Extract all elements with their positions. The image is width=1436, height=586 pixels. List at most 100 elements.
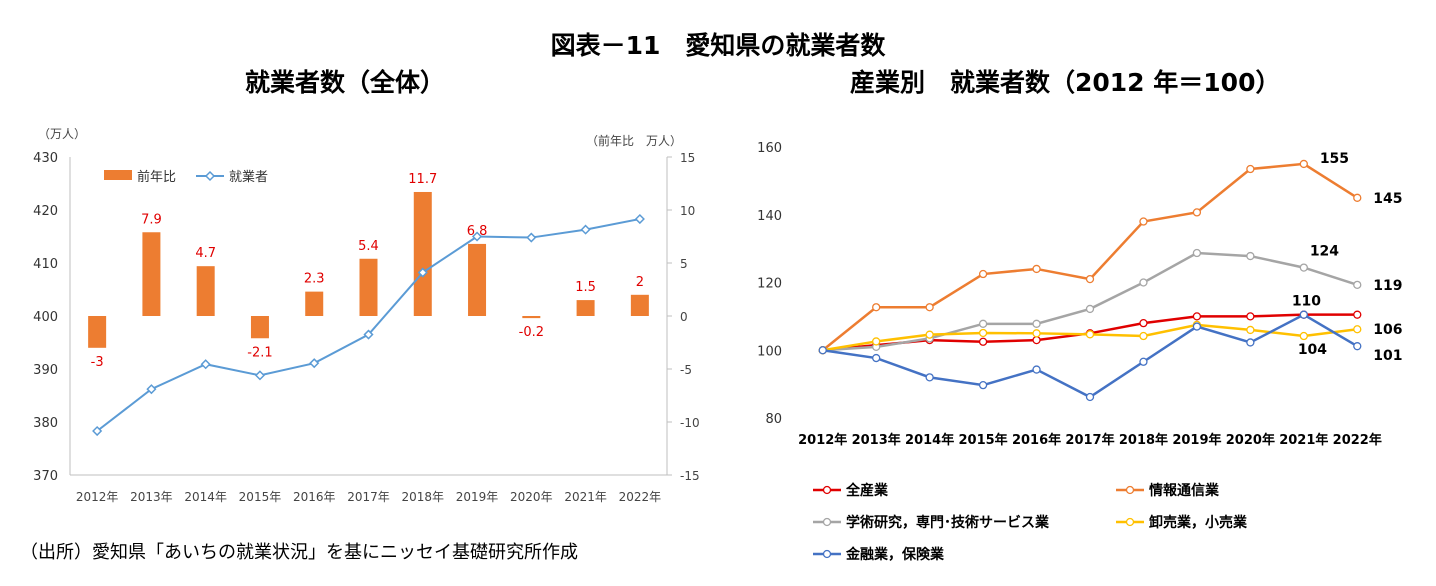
series-point bbox=[1246, 325, 1255, 335]
employment-point bbox=[417, 267, 428, 278]
series-point bbox=[1085, 392, 1095, 402]
series-point bbox=[1192, 322, 1202, 331]
right-tick-label: 15 bbox=[680, 151, 695, 165]
x-tick-label: 2013年 bbox=[852, 432, 901, 448]
legend-label: 全産業 bbox=[845, 482, 889, 499]
bar-data-label: 5.4 bbox=[358, 239, 379, 254]
bar bbox=[196, 266, 215, 316]
series-point bbox=[1139, 318, 1148, 328]
series-point bbox=[978, 319, 988, 328]
employment-point bbox=[200, 359, 211, 370]
end-data-label: 110 bbox=[1292, 294, 1321, 310]
legend-bar-swatch bbox=[104, 170, 132, 180]
right-tick-label: 10 bbox=[680, 204, 695, 218]
x-tick-label: 2022年 bbox=[1333, 432, 1382, 448]
bar bbox=[630, 294, 649, 316]
bar bbox=[142, 232, 161, 316]
bar-data-label: 6.8 bbox=[467, 224, 488, 239]
x-tick-label: 2012年 bbox=[76, 490, 119, 504]
bar-data-label: -2.1 bbox=[247, 345, 272, 360]
series-point bbox=[925, 330, 934, 339]
series-point bbox=[1353, 310, 1362, 319]
employment-point bbox=[471, 231, 483, 242]
series-point bbox=[1299, 159, 1308, 169]
series-point bbox=[1299, 263, 1308, 272]
bar bbox=[359, 258, 378, 316]
y-tick-label: 120 bbox=[757, 277, 782, 292]
x-tick-label: 2022年 bbox=[619, 490, 662, 504]
end-data-label: 101 bbox=[1373, 348, 1402, 364]
x-tick-label: 2021年 bbox=[1279, 432, 1328, 448]
x-tick-label: 2015年 bbox=[239, 490, 282, 504]
bar bbox=[250, 316, 269, 339]
bar-data-label: -3 bbox=[91, 355, 104, 370]
left-tick-label: 390 bbox=[33, 363, 58, 378]
series-line bbox=[821, 162, 1358, 352]
series-point bbox=[1032, 329, 1041, 338]
series-point bbox=[1246, 312, 1255, 321]
employment-point bbox=[146, 384, 157, 395]
left-tick-label: 370 bbox=[33, 469, 58, 484]
bar-data-label: 1.5 bbox=[575, 280, 596, 295]
legend-marker bbox=[822, 485, 832, 495]
right-tick-label: 0 bbox=[680, 310, 688, 324]
legend-marker bbox=[822, 549, 832, 559]
x-tick-label: 2019年 bbox=[1172, 432, 1221, 448]
x-tick-label: 2013年 bbox=[130, 490, 173, 504]
series-point bbox=[1032, 264, 1041, 274]
legend-marker bbox=[822, 517, 832, 527]
employment-point bbox=[309, 358, 320, 369]
series-point bbox=[978, 337, 988, 346]
series-point bbox=[978, 328, 988, 338]
x-tick-label: 2016年 bbox=[1012, 432, 1061, 448]
right-tick-label: 5 bbox=[680, 257, 688, 271]
bar-data-label: 11.7 bbox=[408, 172, 437, 187]
x-tick-label: 2017年 bbox=[347, 490, 390, 504]
left-tick-label: 400 bbox=[33, 310, 58, 325]
left-chart-title: 就業者数（全体） bbox=[245, 68, 446, 97]
legend-bar-label: 前年比 bbox=[137, 169, 176, 185]
x-tick-label: 2015年 bbox=[958, 432, 1007, 448]
series-point bbox=[1085, 330, 1095, 339]
series-point bbox=[1246, 164, 1255, 174]
y-tick-label: 80 bbox=[765, 412, 782, 427]
bar bbox=[522, 316, 541, 319]
left-axis-unit: （万人） bbox=[38, 127, 86, 141]
right-tick-label: -10 bbox=[680, 416, 700, 430]
series-point bbox=[1192, 248, 1202, 258]
employment-point bbox=[634, 213, 645, 225]
x-tick-label: 2016年 bbox=[293, 490, 336, 504]
series-point bbox=[1032, 365, 1041, 374]
x-tick-label: 2014年 bbox=[184, 490, 227, 504]
left-tick-label: 430 bbox=[33, 151, 58, 166]
bar-data-label: 7.9 bbox=[141, 212, 162, 227]
employment-point bbox=[363, 329, 374, 340]
right-tick-label: -15 bbox=[680, 469, 700, 483]
employment-point bbox=[580, 224, 591, 235]
series-point bbox=[1246, 338, 1255, 347]
legend-marker bbox=[1125, 517, 1135, 527]
series-line bbox=[822, 313, 1358, 399]
x-tick-label: 2012年 bbox=[798, 432, 847, 448]
x-tick-label: 2021年 bbox=[564, 490, 607, 504]
bar-data-label: 2 bbox=[636, 275, 644, 290]
x-tick-label: 2017年 bbox=[1065, 432, 1114, 448]
series-point bbox=[1353, 280, 1362, 290]
bar-data-label: 2.3 bbox=[304, 272, 325, 287]
left-tick-label: 380 bbox=[33, 416, 58, 431]
left-tick-label: 420 bbox=[33, 204, 58, 219]
employment-point bbox=[526, 232, 537, 243]
right-chart-title: 産業別 就業者数（2012 年＝100） bbox=[850, 68, 1281, 97]
main-title: 図表－11 愛知県の就業者数 bbox=[550, 31, 886, 60]
legend-label: 金融業，保険業 bbox=[845, 546, 945, 563]
series-point bbox=[1353, 325, 1362, 334]
y-tick-label: 160 bbox=[757, 141, 782, 156]
series-point bbox=[1246, 251, 1255, 261]
x-tick-label: 2014年 bbox=[905, 432, 954, 448]
series-point bbox=[872, 303, 881, 312]
legend-line-label: 就業者 bbox=[229, 169, 268, 185]
series-point bbox=[978, 380, 988, 390]
bar bbox=[88, 316, 107, 348]
bar bbox=[576, 300, 595, 316]
bar-data-label: 4.7 bbox=[195, 246, 216, 261]
